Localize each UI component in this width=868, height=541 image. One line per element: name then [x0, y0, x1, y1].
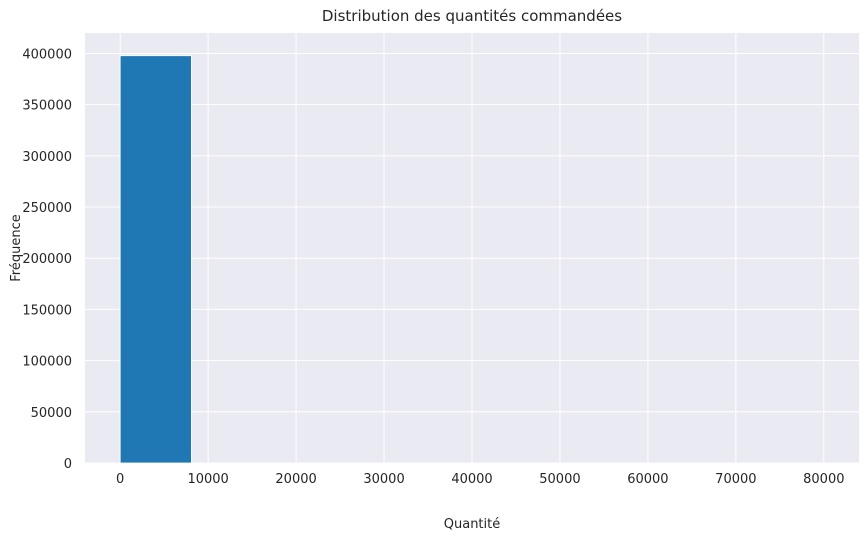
x-tick-label: 50000	[539, 472, 580, 487]
y-tick-label: 400000	[22, 47, 72, 62]
x-axis-ticks: 0 10000 20000 30000 40000 50000 60000 70000 8000…	[116, 472, 844, 487]
x-tick-label: 10000	[187, 472, 228, 487]
y-tick-label: 300000	[22, 150, 72, 165]
y-gridlines	[85, 52, 859, 464]
x-tick-label: 40000	[451, 472, 492, 487]
x-tick-label: 70000	[715, 472, 756, 487]
y-tick-label: 350000	[22, 99, 72, 114]
y-tick-label: 150000	[22, 303, 72, 318]
y-tick-label: 50000	[31, 406, 72, 421]
y-tick-label: 100000	[22, 355, 72, 370]
y-axis-ticks: 0 50000 100000 150000 200000 250000 300000 3500…	[22, 47, 72, 472]
x-tick-label: 30000	[363, 472, 404, 487]
y-axis-label: Fréquence	[9, 214, 24, 281]
y-tick-label: 250000	[22, 201, 72, 216]
x-tick-label: 60000	[627, 472, 668, 487]
y-tick-label: 0	[64, 457, 72, 472]
histogram-bars	[119, 55, 833, 464]
x-tick-label: 20000	[275, 472, 316, 487]
y-tick-label: 200000	[22, 252, 72, 267]
x-tick-label: 80000	[803, 472, 844, 487]
x-tick-label: 0	[116, 472, 124, 487]
chart-title: Distribution des quantités commandées	[322, 7, 622, 25]
x-axis-label: Quantité	[444, 517, 500, 532]
histogram-bar	[119, 55, 192, 464]
